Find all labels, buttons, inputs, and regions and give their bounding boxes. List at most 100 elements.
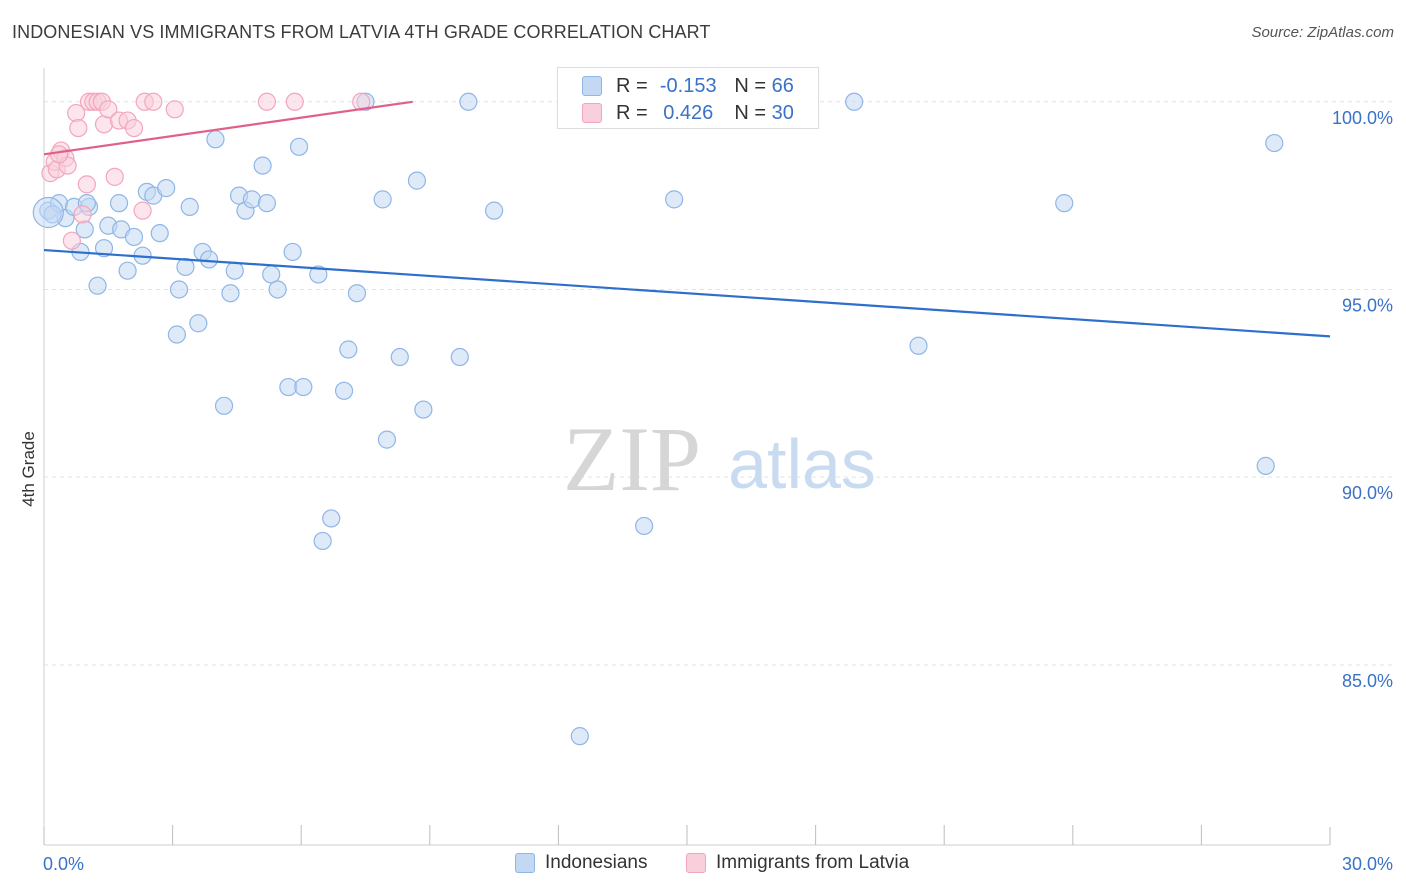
data-point bbox=[176, 257, 195, 277]
data-point bbox=[73, 205, 92, 224]
data-point bbox=[334, 381, 354, 400]
stats-n-value: 30 bbox=[771, 101, 794, 124]
data-point bbox=[253, 156, 272, 175]
data-point bbox=[845, 92, 864, 111]
y-tick-label: 95.0% bbox=[1342, 295, 1393, 315]
legend-item-indonesians[interactable]: Indonesians bbox=[515, 852, 647, 874]
trend-line bbox=[43, 248, 1331, 338]
axes bbox=[43, 68, 1331, 846]
data-point bbox=[99, 100, 118, 119]
data-point bbox=[133, 201, 152, 220]
data-point bbox=[309, 265, 328, 284]
data-point bbox=[414, 400, 433, 419]
data-point bbox=[1256, 456, 1275, 475]
legend-swatch-pink bbox=[686, 853, 706, 873]
stats-r-label: R = bbox=[616, 74, 648, 97]
data-point bbox=[242, 190, 262, 209]
stats-r-value: 0.426 bbox=[663, 101, 714, 124]
trend-lines bbox=[43, 100, 1331, 338]
bottom-legend: Indonesians Immigrants from Latvia bbox=[0, 852, 1406, 878]
stats-legend: R = -0.153 N = 66 R = 0.426 N = 30 bbox=[557, 67, 819, 129]
data-point bbox=[407, 171, 427, 190]
stats-row-indonesians: R = -0.153 N = 66 bbox=[582, 73, 794, 99]
stats-r-label: R = bbox=[616, 101, 648, 124]
data-point bbox=[257, 194, 277, 213]
watermark: ZIP atlas bbox=[563, 408, 876, 510]
x-tick-label: 30.0% bbox=[1342, 854, 1393, 874]
stats-row-latvia: R = 0.426 N = 30 bbox=[582, 100, 794, 126]
y-tick-label: 85.0% bbox=[1342, 671, 1393, 691]
legend-label-latvia: Immigrants from Latvia bbox=[716, 852, 910, 873]
data-point bbox=[180, 197, 199, 216]
x-tick-label: 0.0% bbox=[43, 854, 84, 874]
data-point bbox=[459, 92, 478, 111]
data-point bbox=[285, 92, 304, 111]
data-point bbox=[352, 92, 371, 111]
data-point bbox=[665, 190, 684, 209]
data-point bbox=[169, 280, 189, 299]
data-point bbox=[124, 118, 144, 138]
chart-title: INDONESIAN VS IMMIGRANTS FROM LATVIA 4TH… bbox=[12, 22, 711, 42]
data-point bbox=[283, 242, 302, 262]
data-point bbox=[909, 336, 928, 355]
data-point bbox=[109, 194, 129, 213]
data-point bbox=[390, 347, 409, 367]
data-point bbox=[322, 509, 341, 528]
legend-swatch-blue bbox=[515, 853, 535, 873]
stats-n-label: N = bbox=[734, 74, 767, 97]
data-point bbox=[206, 130, 225, 149]
data-point bbox=[450, 347, 469, 367]
data-point bbox=[257, 92, 277, 111]
y-tick-label: 100.0% bbox=[1332, 108, 1393, 128]
source-label: Source: ZipAtlas.com bbox=[1251, 24, 1394, 41]
data-point bbox=[150, 224, 169, 243]
data-point bbox=[94, 115, 114, 134]
stats-n-label: N = bbox=[734, 101, 767, 124]
data-point bbox=[347, 284, 367, 303]
data-point bbox=[157, 179, 176, 198]
data-point bbox=[313, 531, 332, 551]
data-point bbox=[105, 167, 124, 186]
legend-label-indonesians: Indonesians bbox=[545, 852, 648, 873]
grid-lines bbox=[44, 101, 1394, 666]
data-point bbox=[94, 239, 114, 258]
data-point bbox=[485, 201, 504, 220]
data-point bbox=[144, 92, 163, 111]
data-point bbox=[289, 137, 309, 156]
y-tick-label: 90.0% bbox=[1342, 483, 1393, 503]
data-point bbox=[1055, 194, 1074, 213]
data-point bbox=[118, 261, 137, 280]
stats-swatch-pink bbox=[582, 103, 602, 123]
stats-swatch-blue bbox=[582, 76, 602, 96]
data-point bbox=[339, 340, 358, 359]
stats-n-value: 66 bbox=[771, 74, 794, 97]
watermark-atlas: atlas bbox=[728, 425, 876, 503]
data-point bbox=[570, 727, 589, 746]
data-point bbox=[294, 377, 313, 397]
data-point bbox=[165, 100, 184, 119]
data-point bbox=[199, 250, 219, 269]
stats-r-value: -0.153 bbox=[659, 74, 717, 97]
data-point bbox=[373, 190, 392, 209]
data-point bbox=[167, 325, 186, 344]
data-point bbox=[124, 227, 144, 247]
trend-line bbox=[43, 100, 413, 156]
data-point bbox=[189, 314, 208, 333]
data-point bbox=[221, 284, 240, 303]
tick-labels: 85.0% 90.0% 95.0% 100.0% 0.0% 30.0% bbox=[43, 108, 1393, 874]
data-point bbox=[1265, 133, 1284, 153]
data-point bbox=[268, 280, 287, 299]
data-point bbox=[32, 196, 64, 229]
legend-item-latvia[interactable]: Immigrants from Latvia bbox=[686, 852, 909, 874]
data-point bbox=[214, 396, 234, 415]
watermark-zip: ZIP bbox=[563, 408, 701, 510]
data-point bbox=[62, 231, 81, 250]
data-point bbox=[225, 261, 244, 280]
series-indonesians bbox=[32, 92, 1284, 746]
data-point bbox=[88, 276, 107, 295]
data-point bbox=[77, 175, 96, 194]
data-point bbox=[49, 145, 69, 164]
data-point bbox=[377, 430, 397, 449]
data-point bbox=[635, 516, 654, 536]
